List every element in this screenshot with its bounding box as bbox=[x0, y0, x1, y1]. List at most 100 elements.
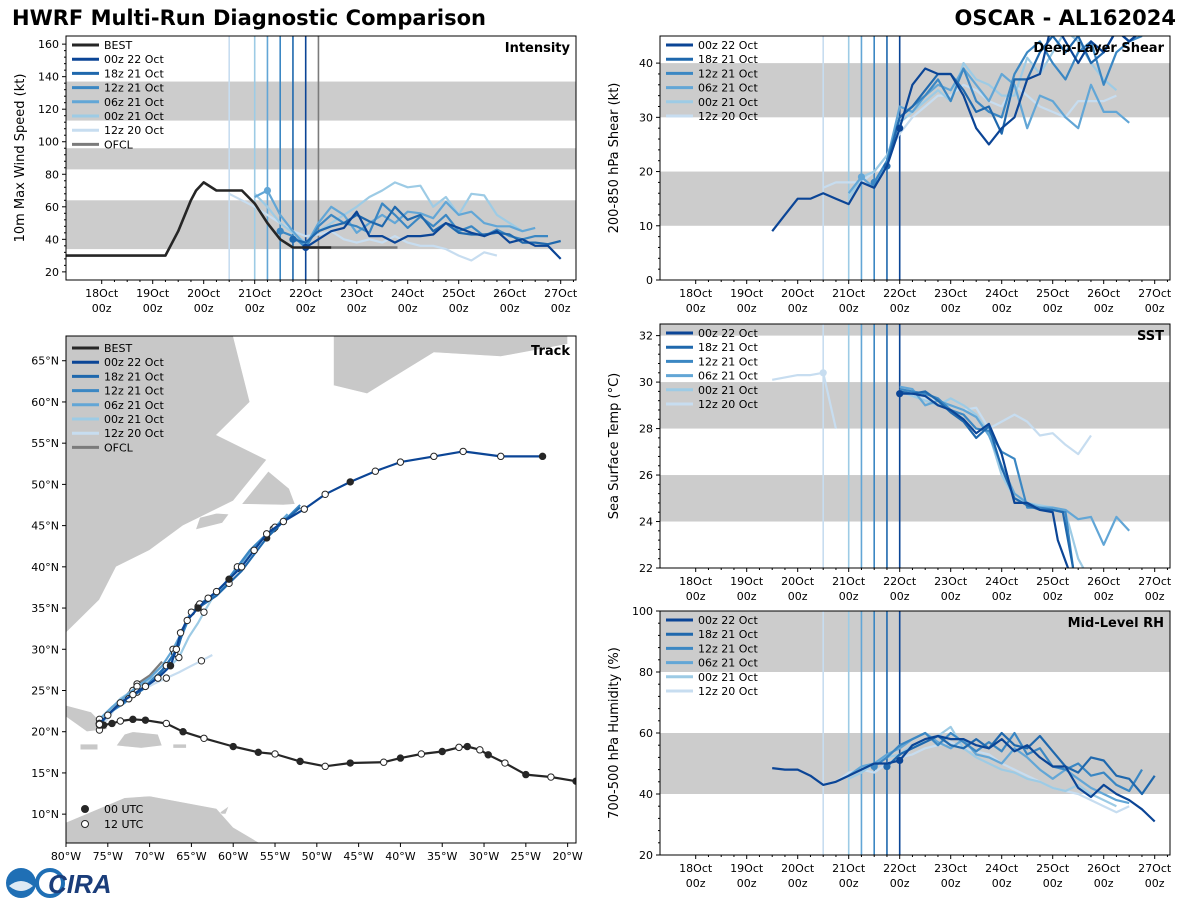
y-axis-label: 10m Max Wind Speed (kt) bbox=[13, 74, 28, 243]
x-tick-label: 25Oct bbox=[1036, 862, 1070, 875]
x-tick-label: 23Oct bbox=[934, 862, 968, 875]
track-point bbox=[212, 587, 221, 596]
y-tick-label: 30°N bbox=[31, 643, 59, 656]
track-point bbox=[250, 546, 258, 555]
x-tick-label: 19Oct bbox=[730, 287, 764, 300]
track-point bbox=[300, 505, 308, 513]
rh-plot-area bbox=[660, 611, 1170, 855]
panel-label: Intensity bbox=[505, 41, 571, 56]
series-marker bbox=[289, 235, 297, 243]
track-point bbox=[200, 608, 208, 616]
legend-label: 00z 22 Oct bbox=[698, 614, 758, 627]
series-line bbox=[228, 192, 498, 262]
x-tick-label: 00z bbox=[941, 590, 961, 603]
x-tick-label: 00z bbox=[941, 877, 961, 890]
x-tick-label: 20°W bbox=[552, 850, 582, 863]
x-tick-label: 50°W bbox=[302, 850, 332, 863]
track-point bbox=[459, 447, 467, 456]
legend-label: 00z 22 Oct bbox=[698, 39, 758, 52]
y-tick-label: 20 bbox=[639, 166, 653, 179]
x-tick-label: 60°W bbox=[218, 850, 248, 863]
x-tick-label: 22Oct bbox=[883, 575, 917, 588]
y-tick-label: 10°N bbox=[31, 808, 59, 821]
legend-label: 18z 21 Oct bbox=[104, 67, 164, 80]
track-point bbox=[104, 711, 112, 719]
x-tick-label: 00z bbox=[839, 877, 859, 890]
x-tick-label: 00z bbox=[1043, 590, 1063, 603]
track-point bbox=[162, 719, 171, 728]
landmass bbox=[79, 743, 99, 751]
sst-panel: 22 24 26 28 30 32 18Oct 00z 19Oct 00z 20Oct 00z 21Oc… bbox=[607, 323, 1172, 603]
y-tick-label: 20°N bbox=[31, 726, 59, 739]
series-line bbox=[848, 725, 1117, 808]
y-tick-label: 30 bbox=[639, 111, 653, 124]
track-point bbox=[254, 748, 262, 757]
x-tick-label: 00z bbox=[941, 302, 961, 315]
legend-label: 06z 21 Oct bbox=[104, 399, 164, 412]
legend-label: 00z 22 Oct bbox=[104, 53, 164, 66]
plot-frame bbox=[65, 35, 577, 281]
threshold-band bbox=[660, 733, 1170, 794]
series-line bbox=[66, 181, 332, 257]
track-point bbox=[194, 604, 202, 612]
plot-frame bbox=[659, 323, 1171, 569]
track-point bbox=[141, 716, 150, 724]
x-tick-label: 00z bbox=[788, 877, 808, 890]
y-tick-label: 25°N bbox=[31, 684, 59, 697]
x-tick-label: 21Oct bbox=[832, 575, 866, 588]
y-tick-label: 120 bbox=[38, 103, 59, 116]
landmass bbox=[66, 795, 261, 843]
legend-label: 00z 21 Oct bbox=[104, 413, 164, 426]
legend-label: 18z 21 Oct bbox=[698, 341, 758, 354]
threshold-band bbox=[660, 324, 1170, 336]
x-tick-label: 00z bbox=[737, 877, 757, 890]
series-marker bbox=[896, 756, 904, 765]
legend-label: 12z 21 Oct bbox=[698, 642, 758, 655]
legend-label: 00z 21 Oct bbox=[104, 110, 164, 123]
series-line bbox=[772, 734, 1156, 823]
sst-plot-area bbox=[660, 324, 1170, 568]
legend-label: 12z 21 Oct bbox=[698, 67, 758, 80]
x-tick-label: 21Oct bbox=[238, 287, 272, 300]
x-tick-label: 25Oct bbox=[1036, 575, 1070, 588]
x-tick-label: 00z bbox=[1145, 877, 1165, 890]
series-line bbox=[873, 731, 1143, 793]
track-point bbox=[497, 452, 505, 461]
x-tick-label: 40°W bbox=[385, 850, 415, 863]
track-point bbox=[396, 754, 405, 762]
series-line bbox=[305, 210, 562, 260]
x-tick-label: 00z bbox=[1094, 590, 1114, 603]
track-point bbox=[430, 452, 438, 461]
track-point bbox=[108, 719, 116, 728]
x-tick-label: 00z bbox=[1094, 877, 1114, 890]
track-point bbox=[179, 728, 187, 736]
track-point bbox=[183, 616, 191, 625]
y-tick-label: 65°N bbox=[31, 355, 59, 368]
legend-label: 12z 21 Oct bbox=[698, 355, 758, 368]
series-line bbox=[771, 371, 837, 429]
y-tick-label: 140 bbox=[38, 71, 59, 84]
track-point bbox=[396, 458, 405, 466]
y-axis-label: 700-500 hPa Humidity (%) bbox=[607, 647, 622, 819]
x-tick-label: 00z bbox=[245, 302, 265, 315]
track-line bbox=[99, 718, 576, 783]
track-point bbox=[271, 750, 279, 758]
panel-label: Mid-Level RH bbox=[1068, 616, 1164, 631]
track-point bbox=[417, 750, 426, 758]
track-panel: 10°N 15°N 20°N 25°N 30°N 35°N 40°N 45°N 50°N 55°N… bbox=[31, 335, 583, 863]
rh-panel: 20 40 60 80 100 18Oct 00z 19Oct 00z 20Oct 00z 21Oct… bbox=[607, 605, 1172, 890]
threshold-band bbox=[660, 611, 1170, 672]
legend-label: 18z 21 Oct bbox=[104, 370, 164, 383]
x-tick-label: 30°W bbox=[469, 850, 499, 863]
legend-label: OFCL bbox=[104, 138, 134, 151]
y-tick-label: 26 bbox=[639, 469, 653, 482]
x-tick-label: 00z bbox=[890, 302, 910, 315]
track-point bbox=[262, 530, 271, 538]
track-point bbox=[279, 517, 288, 526]
y-tick-label: 40 bbox=[639, 788, 653, 801]
track-point bbox=[501, 759, 509, 767]
y-tick-label: 28 bbox=[639, 423, 653, 436]
storm-title: OSCAR - AL162024 bbox=[954, 6, 1176, 30]
x-tick-label: 70°W bbox=[134, 850, 164, 863]
x-tick-label: 00z bbox=[737, 302, 757, 315]
